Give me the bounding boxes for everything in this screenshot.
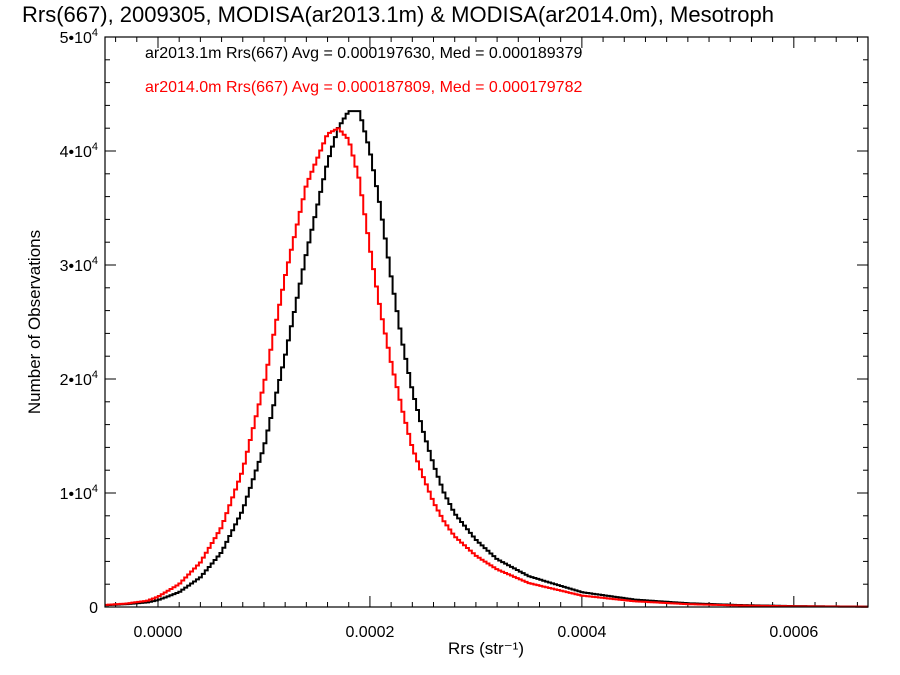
x-tick-label: 0.0000 xyxy=(134,624,183,641)
y-axis-title: Number of Observations xyxy=(25,230,44,414)
annotation-ar2013: ar2013.1m Rrs(667) Avg = 0.000197630, Me… xyxy=(145,45,582,62)
series-ar2014-line xyxy=(105,127,868,608)
axis-ticks xyxy=(105,36,868,608)
plot-frame xyxy=(104,36,869,608)
annotation-ar2014: ar2014.0m Rrs(667) Avg = 0.000187809, Me… xyxy=(145,79,582,96)
y-tick-label: 5•104 xyxy=(60,27,98,47)
chart-title: Rrs(667), 2009305, MODISA(ar2013.1m) & M… xyxy=(22,2,774,27)
x-tick-label: 0.0006 xyxy=(769,624,818,641)
y-tick-label: 2•104 xyxy=(60,369,98,389)
x-tick-label: 0.0002 xyxy=(345,624,394,641)
y-tick-label: 4•104 xyxy=(60,141,98,161)
y-tick-label: 3•104 xyxy=(60,255,98,275)
tick-labels: 0.0000 0.0002 0.0004 0.0006 0 1•104 2•104 3•104… xyxy=(60,27,819,641)
series-group xyxy=(105,110,868,608)
x-axis-title: Rrs (str⁻¹) xyxy=(448,639,524,658)
x-tick-label: 0.0004 xyxy=(557,624,606,641)
y-tick-label: 1•104 xyxy=(60,483,98,503)
y-tick-label: 0 xyxy=(89,600,98,617)
